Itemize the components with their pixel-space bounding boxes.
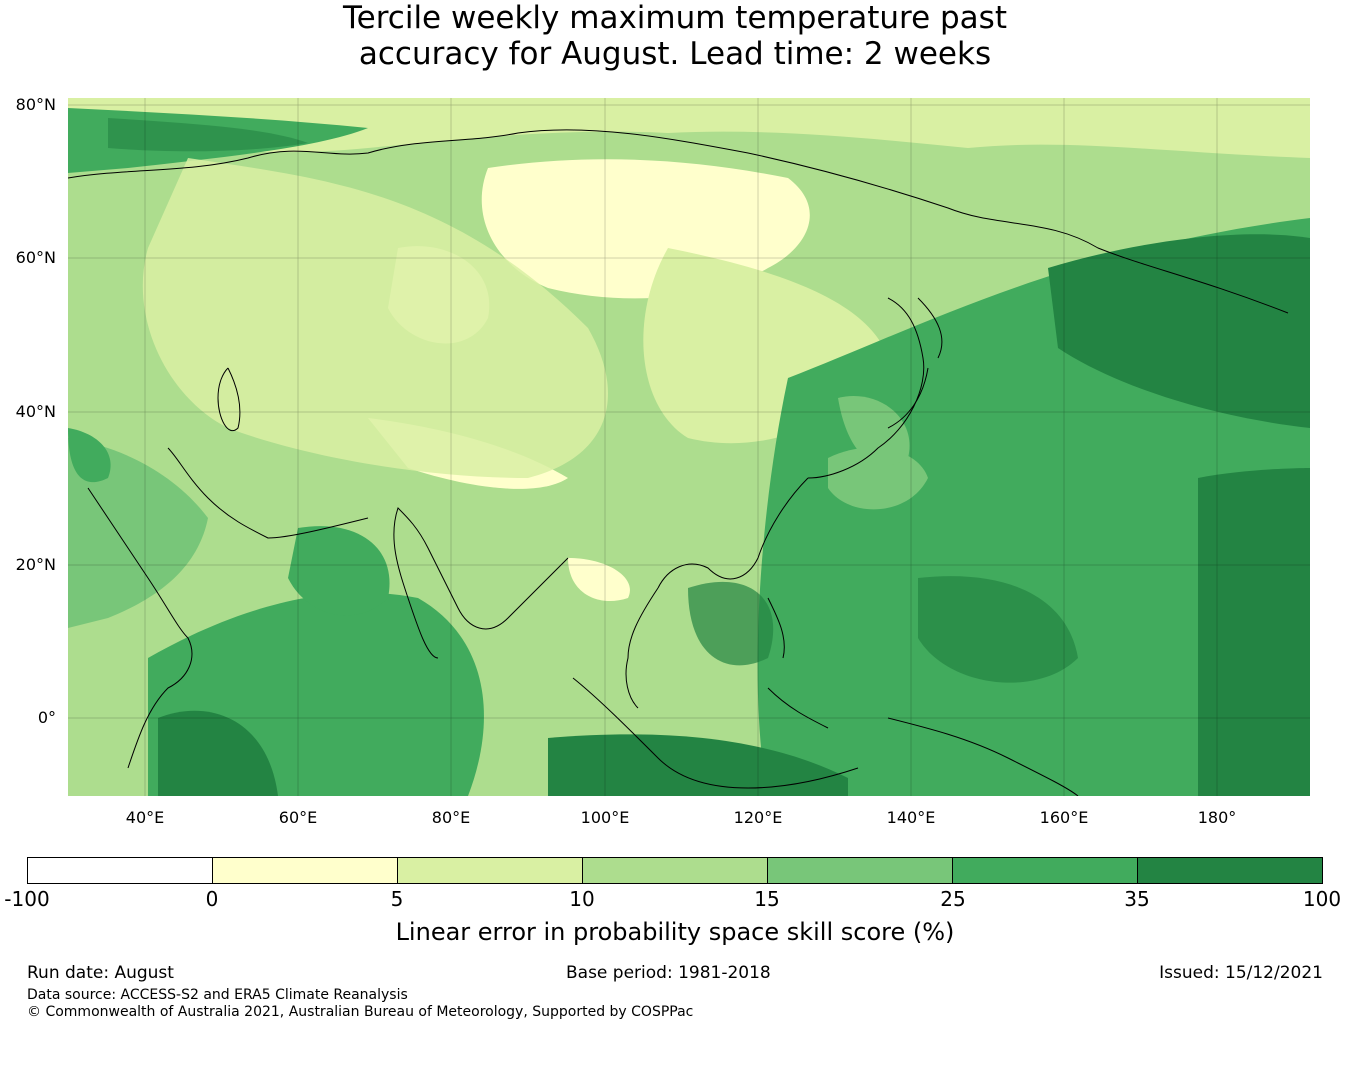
africa-coastline	[87, 487, 193, 769]
title-line-2: accuracy for August. Lead time: 2 weeks	[358, 36, 992, 72]
japan-sea-zone	[838, 396, 910, 466]
central-pacific-dark	[1198, 468, 1310, 796]
lon-label-160e: 160°E	[1039, 808, 1089, 827]
lon-label-100e: 100°E	[580, 808, 630, 827]
colorbar-tick-35: 35	[1124, 887, 1150, 911]
colorbar-segment-6	[953, 858, 1138, 883]
base-period: Base period: 1981-2018	[566, 963, 771, 983]
indochina-pale-zone	[568, 558, 630, 602]
colorbar	[27, 857, 1323, 884]
japan-coastline	[887, 297, 943, 429]
data-source: Data source: ACCESS-S2 and ERA5 Climate …	[27, 987, 408, 1003]
lat-label-80n: 80°N	[15, 95, 56, 114]
colorbar-tick-25: 25	[940, 887, 966, 911]
barents-sea-dark	[108, 118, 308, 152]
new-guinea-coastline	[887, 717, 1079, 796]
colorbar-tick-0: 0	[205, 887, 219, 911]
lon-label-140e: 140°E	[886, 808, 936, 827]
colorbar-segment-4	[583, 858, 768, 883]
west-pacific-dark	[918, 576, 1078, 683]
colorbar-tick-15: 15	[754, 887, 780, 911]
south-indian-ocean-dark	[158, 710, 278, 796]
gridlines	[68, 98, 1310, 796]
arctic-coastline	[68, 129, 1289, 314]
colorbar-segment-5	[768, 858, 953, 883]
arabia-coastline	[167, 447, 369, 539]
colorbar-tick-minus100: -100	[4, 887, 50, 911]
middle-east-zone	[68, 438, 208, 628]
coastlines	[68, 129, 1289, 796]
colorbar-segment-2	[213, 858, 398, 883]
arabian-sea-zone	[288, 526, 390, 616]
lon-label-40e: 40°E	[125, 808, 165, 827]
lon-label-60e: 60°E	[278, 808, 318, 827]
caspian-coastline	[217, 367, 241, 431]
indonesia-coastline	[572, 677, 859, 789]
colorbar-tick-5: 5	[390, 887, 404, 911]
map-canvas	[68, 98, 1310, 796]
indochina-coastline	[625, 587, 659, 709]
philippine-sea-zone	[828, 447, 928, 510]
run-date: Run date: August	[27, 963, 174, 983]
lat-label-0: 0°	[37, 708, 56, 727]
lon-label-120e: 120°E	[733, 808, 783, 827]
colorbar-label: Linear error in probability space skill …	[395, 918, 955, 946]
arctic-zone	[68, 98, 1310, 158]
title-line-1: Tercile weekly maximum temperature past	[342, 0, 1007, 36]
colorbar-segment-7	[1138, 858, 1322, 883]
colorbar-segment-3	[398, 858, 583, 883]
colorbar-tick-10: 10	[569, 887, 595, 911]
north-pacific-dark	[1048, 234, 1310, 428]
indonesia-sea-dark	[548, 734, 848, 796]
map-title: Tercile weekly maximum temperature past …	[0, 0, 1350, 72]
lat-label-20n: 20°N	[15, 555, 56, 574]
philippines-coastline	[767, 597, 829, 729]
central-asia-zone	[142, 158, 608, 478]
south-china-sea-dark	[688, 581, 774, 666]
lon-label-80e: 80°E	[431, 808, 471, 827]
lat-label-40n: 40°N	[15, 402, 56, 421]
lon-label-180: 180°	[1197, 808, 1237, 827]
skill-score-map	[68, 98, 1310, 796]
china-coastline	[657, 477, 809, 589]
colorbar-tick-100: 100	[1302, 887, 1342, 911]
mediterranean-zone	[68, 428, 111, 483]
copyright: © Commonwealth of Australia 2021, Austra…	[27, 1004, 694, 1020]
colorbar-segment-1	[28, 858, 213, 883]
lat-label-60n: 60°N	[15, 248, 56, 267]
india-coastline	[393, 507, 569, 659]
issued-date: Issued: 15/12/2021	[1159, 963, 1323, 983]
